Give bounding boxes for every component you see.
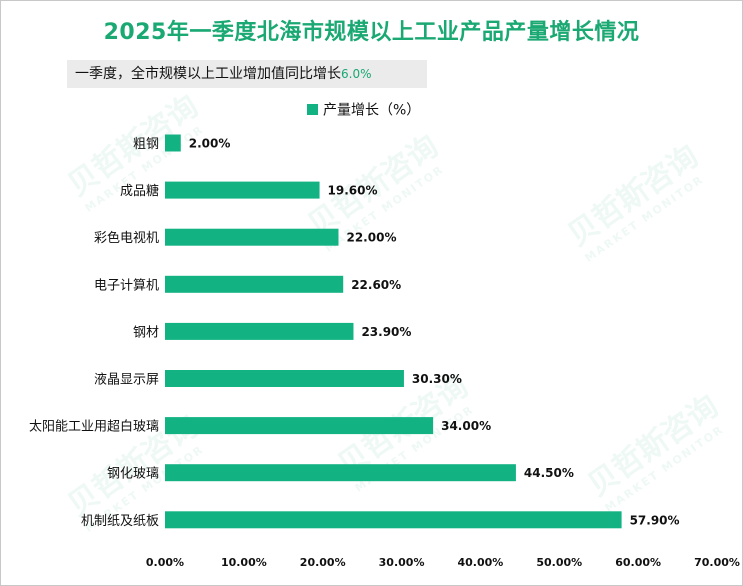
category-label: 粗钢 bbox=[133, 137, 159, 152]
data-label: 22.60% bbox=[351, 278, 401, 292]
x-tick-label: 10.00% bbox=[221, 556, 267, 569]
data-label: 19.60% bbox=[328, 184, 378, 198]
x-tick-label: 50.00% bbox=[536, 556, 582, 569]
category-label: 太阳能工业用超白玻璃 bbox=[29, 419, 159, 435]
x-tick-label: 40.00% bbox=[458, 556, 504, 569]
x-tick-label: 30.00% bbox=[379, 556, 425, 569]
bar bbox=[165, 228, 339, 246]
subtitle-banner: 一季度，全市规模以上工业增加值同比增长6.0% bbox=[67, 60, 427, 88]
x-tick-label: 60.00% bbox=[615, 556, 661, 569]
bar bbox=[165, 464, 516, 482]
legend-label: 产量增长（%） bbox=[323, 103, 420, 119]
x-tick-label: 20.00% bbox=[300, 556, 346, 569]
category-label: 钢化玻璃 bbox=[107, 467, 159, 482]
category-label: 成品糖 bbox=[120, 183, 159, 199]
subtitle-text: 一季度，全市规模以上工业增加值同比增长 bbox=[75, 66, 341, 82]
bar bbox=[165, 181, 320, 199]
subtitle-value: 6.0% bbox=[341, 67, 372, 81]
bar bbox=[165, 511, 622, 529]
bar bbox=[165, 417, 434, 435]
category-label: 电子计算机 bbox=[94, 278, 159, 293]
category-label: 彩色电视机 bbox=[94, 230, 159, 246]
legend-swatch bbox=[307, 104, 318, 115]
category-label: 液晶显示屏 bbox=[94, 373, 159, 388]
data-label: 30.30% bbox=[412, 372, 462, 386]
bar bbox=[165, 275, 344, 293]
bar bbox=[165, 370, 404, 387]
chart-title: 2025年一季度北海市规模以上工业产品产量增长情况 bbox=[103, 20, 640, 45]
x-tick-label: 70.00% bbox=[694, 556, 740, 569]
data-label: 23.90% bbox=[361, 325, 411, 339]
category-label: 机制纸及纸板 bbox=[81, 514, 159, 529]
category-label: 钢材 bbox=[133, 325, 159, 340]
data-label: 44.50% bbox=[524, 466, 574, 480]
x-tick-label: 0.00% bbox=[146, 556, 184, 569]
bar bbox=[165, 322, 354, 340]
data-label: 57.90% bbox=[630, 513, 680, 527]
data-label: 22.00% bbox=[346, 231, 396, 245]
bar bbox=[165, 134, 181, 152]
data-label: 34.00% bbox=[441, 419, 491, 433]
data-label: 2.00% bbox=[189, 137, 231, 151]
